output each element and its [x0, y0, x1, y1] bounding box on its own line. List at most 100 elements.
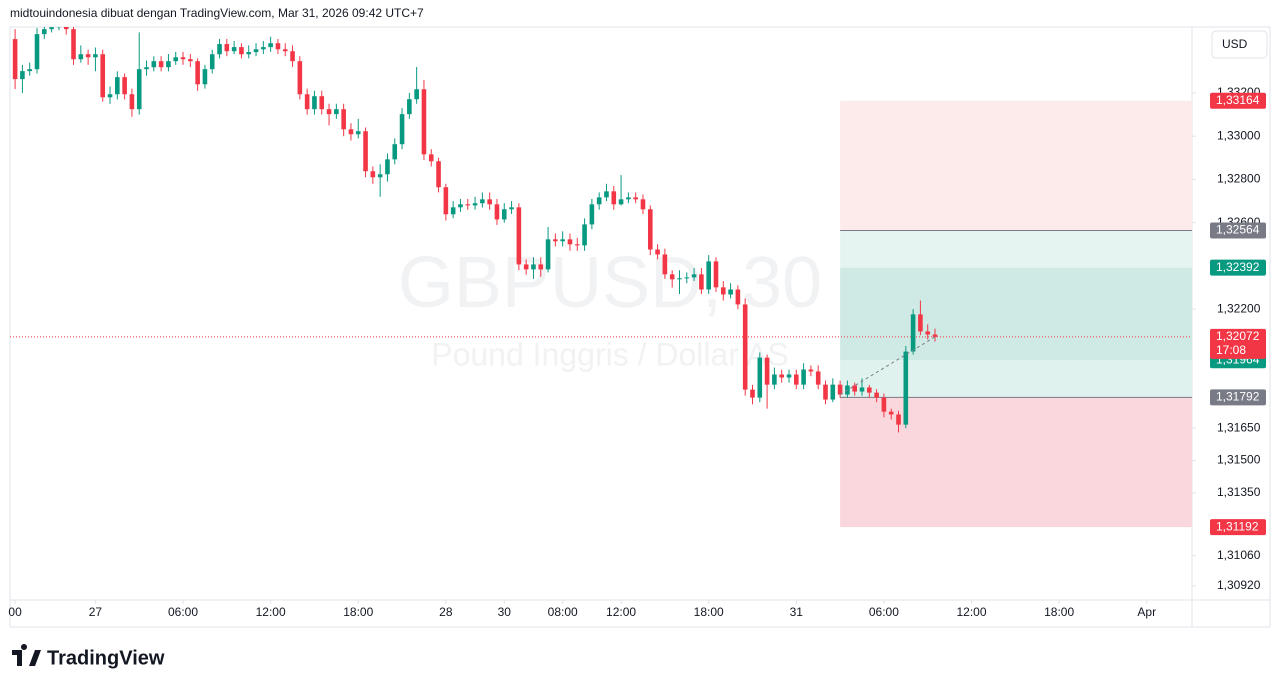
y-tick-label: 1,31650 [1217, 420, 1261, 434]
candle-body [49, 27, 54, 30]
candle-body [217, 44, 222, 55]
y-tick-label: 1,31350 [1217, 485, 1261, 499]
candles [10, 27, 1192, 433]
brand-logo [12, 644, 41, 666]
candle-body [312, 96, 317, 110]
candle-body [385, 159, 390, 175]
price-badge-label: 1,32564 [1216, 223, 1260, 237]
candle-body [626, 197, 631, 200]
candle-body [428, 154, 434, 162]
candle-body [611, 191, 617, 205]
candle-body [115, 77, 120, 95]
candle-body [823, 384, 828, 400]
candle-body [261, 47, 266, 50]
candle-body [42, 29, 47, 35]
candle-body [173, 57, 179, 62]
candle-body [772, 374, 777, 385]
projection-line [839, 336, 936, 396]
candle-body [93, 54, 98, 58]
candle-body [830, 384, 836, 400]
axes: 1,332001,330001,328001,326001,322001,316… [8, 85, 1266, 619]
candle-body [604, 191, 609, 198]
candle-body [71, 29, 76, 60]
candle-body [195, 61, 200, 85]
candle-body [531, 264, 536, 270]
currency-button-label[interactable]: USD [1222, 37, 1248, 51]
candle-body [326, 109, 332, 115]
candle-body [699, 274, 704, 290]
candle-body [713, 261, 719, 288]
candle-body [560, 239, 565, 242]
candle-body [640, 199, 646, 210]
candle-body [246, 52, 252, 55]
candle-body [764, 357, 770, 385]
candle-body [779, 374, 784, 378]
candle-body [786, 374, 792, 378]
currency-button-box[interactable] [1211, 30, 1268, 59]
candle-body [691, 274, 697, 278]
candle-body [297, 61, 303, 95]
candle-body [793, 374, 799, 385]
candle-body [618, 199, 624, 205]
price-badge [1210, 328, 1266, 359]
candle-body [151, 61, 157, 68]
x-tick-label: 12:00 [256, 605, 286, 619]
candle-body [341, 109, 346, 130]
candle-body [757, 357, 763, 398]
candle-body [63, 27, 69, 30]
x-tick-label: 12:00 [606, 605, 636, 619]
candle-body [392, 144, 398, 160]
candle-body [538, 264, 544, 270]
candle-body [925, 331, 931, 335]
y-tick-label: 1,33000 [1217, 128, 1261, 142]
candle-body [443, 187, 449, 215]
x-tick-label: 06:00 [869, 605, 899, 619]
candle-body [85, 54, 91, 58]
x-tick-label: 27 [89, 605, 103, 619]
price-badge [1210, 222, 1266, 239]
candle-body [144, 67, 149, 70]
position-zone [840, 397, 1192, 528]
x-tick-label: 18:00 [694, 605, 724, 619]
position-tool [840, 100, 1192, 528]
candle-body [596, 197, 602, 205]
candle-body [545, 239, 551, 270]
candle-body [553, 239, 558, 242]
candle-body [567, 239, 573, 245]
x-tick-label: 06:00 [168, 605, 198, 619]
candle-body [684, 277, 690, 279]
candle-body [815, 371, 821, 385]
candle-body [582, 224, 587, 246]
countdown-label: 17:08 [1216, 343, 1246, 357]
candle-body [903, 351, 909, 425]
candle-body [472, 203, 478, 206]
candle-body [655, 249, 660, 255]
candle-body [808, 369, 814, 372]
x-tick-label: 12:00 [957, 605, 987, 619]
currency-button[interactable]: USD [1211, 30, 1268, 59]
candle-body [516, 207, 522, 265]
x-tick-label: 18:00 [1044, 605, 1074, 619]
candle-body [633, 197, 638, 200]
candle-body [158, 61, 164, 68]
position-zone [840, 100, 1192, 231]
brand-name: TradingView [47, 647, 165, 669]
candle-body [859, 387, 865, 392]
candle-body [136, 69, 142, 110]
candle-body [494, 204, 500, 220]
candle-body [852, 385, 858, 392]
price-badge [1210, 92, 1266, 109]
candle-body [334, 109, 339, 115]
position-zone [840, 267, 1192, 361]
candle-body [282, 49, 288, 52]
candle-body [363, 131, 368, 172]
x-tick-label: 18:00 [343, 605, 373, 619]
y-tick-label: 1,32800 [1217, 172, 1261, 186]
x-tick-label: 31 [790, 605, 804, 619]
candle-body [742, 304, 748, 390]
candle-body [100, 54, 106, 98]
candle-body [669, 274, 675, 280]
candle-body [750, 389, 755, 398]
y-tick-label: 1,31060 [1217, 548, 1261, 562]
